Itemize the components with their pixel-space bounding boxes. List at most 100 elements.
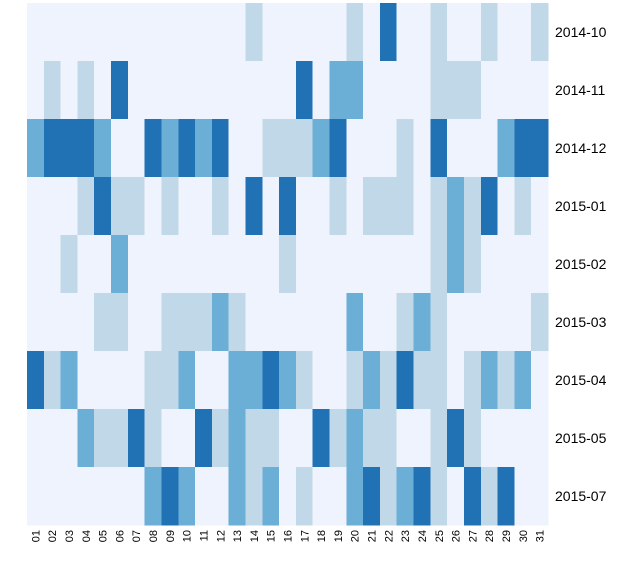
heatmap-cell xyxy=(27,177,45,236)
heatmap-cell xyxy=(27,409,45,468)
heatmap-cell xyxy=(279,293,297,352)
heatmap-cell xyxy=(262,351,280,410)
heatmap-cell xyxy=(195,409,213,468)
x-tick-label: 11 xyxy=(198,530,210,541)
heatmap-cell xyxy=(228,3,246,62)
heatmap-cell xyxy=(211,119,230,178)
heatmap-cell xyxy=(262,61,280,120)
x-tick-label: 26 xyxy=(451,530,463,542)
heatmap-cell xyxy=(178,409,196,468)
heatmap-cell xyxy=(413,61,431,120)
heatmap-cell xyxy=(396,177,415,236)
y-tick-label: 2014-12 xyxy=(555,140,607,156)
heatmap-cell xyxy=(497,467,515,526)
heatmap-cell xyxy=(77,351,95,410)
heatmap-cell xyxy=(514,119,532,178)
heatmap-cell xyxy=(497,409,515,468)
heatmap-cell xyxy=(77,467,95,526)
heatmap-cell xyxy=(144,409,162,468)
heatmap-cell xyxy=(245,293,263,352)
y-tick-label: 2014-11 xyxy=(555,82,606,98)
heatmap-cell xyxy=(430,293,448,352)
heatmap-cell xyxy=(279,409,297,468)
heatmap-cell xyxy=(413,235,431,294)
y-tick-label: 2014-10 xyxy=(555,24,607,40)
heatmap-cell xyxy=(531,467,549,526)
heatmap-cell xyxy=(178,293,196,352)
heatmap-cell xyxy=(295,235,314,294)
heatmap-cell xyxy=(430,351,448,410)
heatmap-cell xyxy=(480,351,499,410)
heatmap-cell xyxy=(195,351,213,410)
y-tick-label: 2015-02 xyxy=(555,256,607,272)
heatmap-cell xyxy=(430,235,448,294)
heatmap-cell xyxy=(94,351,112,410)
heatmap-cell xyxy=(363,3,381,62)
x-tick-label: 31 xyxy=(535,530,547,542)
heatmap-cell xyxy=(127,467,146,526)
heatmap-cell xyxy=(161,467,179,526)
heatmap-cell xyxy=(144,351,162,410)
heatmap-cell xyxy=(295,351,314,410)
heatmap-cell xyxy=(279,61,297,120)
heatmap-cell xyxy=(480,235,499,294)
heatmap-cell xyxy=(514,467,532,526)
heatmap-cell xyxy=(144,467,162,526)
x-tick-label: 28 xyxy=(484,530,496,542)
heatmap-cell xyxy=(43,467,62,526)
heatmap-cell xyxy=(94,409,112,468)
heatmap-cell xyxy=(228,351,246,410)
heatmap-cell xyxy=(60,409,78,468)
x-tick-label: 14 xyxy=(249,530,261,542)
x-tick-label: 20 xyxy=(350,530,362,542)
x-tick-label: 01 xyxy=(30,530,42,542)
heatmap-cell xyxy=(413,119,431,178)
heatmap-cell xyxy=(447,351,465,410)
heatmap-cell xyxy=(161,351,179,410)
x-tick-label: 22 xyxy=(383,530,395,542)
heatmap-cell xyxy=(329,409,347,468)
heatmap-cell xyxy=(43,351,62,410)
heatmap-cell xyxy=(94,293,112,352)
heatmap-cell xyxy=(396,235,415,294)
heatmap-cell xyxy=(463,119,482,178)
heatmap-cell xyxy=(531,351,549,410)
heatmap-cell xyxy=(77,119,95,178)
heatmap-cell xyxy=(262,293,280,352)
heatmap-cell xyxy=(295,409,314,468)
heatmap-cell xyxy=(178,177,196,236)
heatmap-cell xyxy=(94,467,112,526)
x-tick-label: 15 xyxy=(266,530,278,542)
heatmap-cell xyxy=(43,235,62,294)
heatmap-cell xyxy=(161,3,179,62)
heatmap-cell xyxy=(262,3,280,62)
heatmap-cell xyxy=(312,61,331,120)
heatmap-cell xyxy=(447,467,465,526)
heatmap-cell xyxy=(60,119,78,178)
heatmap-cell xyxy=(211,409,230,468)
heatmap-cell xyxy=(127,61,146,120)
heatmap-cell xyxy=(262,467,280,526)
heatmap-cell xyxy=(379,467,398,526)
heatmap-cell xyxy=(144,235,162,294)
heatmap-cell xyxy=(211,3,230,62)
heatmap-cell xyxy=(480,467,499,526)
heatmap-cell xyxy=(178,61,196,120)
heatmap-cell xyxy=(531,119,549,178)
x-tick-label: 27 xyxy=(467,530,479,542)
heatmap-cell xyxy=(531,235,549,294)
heatmap-cell xyxy=(228,119,246,178)
heatmap-cell xyxy=(211,177,230,236)
heatmap-cell xyxy=(27,293,45,352)
heatmap-cell xyxy=(60,235,78,294)
y-tick-label: 2015-04 xyxy=(555,372,607,388)
heatmap-cell xyxy=(379,119,398,178)
heatmap-cell xyxy=(463,3,482,62)
heatmap-cell xyxy=(531,61,549,120)
heatmap-cell xyxy=(195,235,213,294)
heatmap-cell xyxy=(312,177,331,236)
heatmap-cell xyxy=(514,177,532,236)
heatmap-cell xyxy=(363,61,381,120)
heatmap-cell xyxy=(346,293,364,352)
x-tick-label: 29 xyxy=(501,530,513,542)
